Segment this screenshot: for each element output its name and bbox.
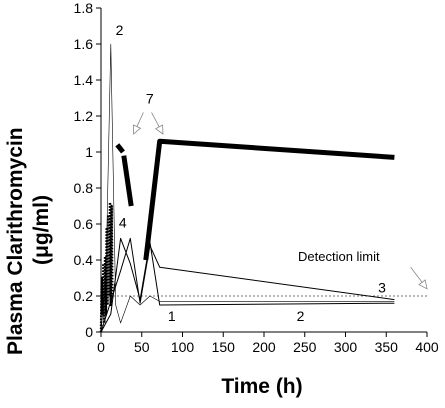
y-axis-label-line2: (μg/ml) <box>30 195 53 265</box>
series-4-line <box>99 201 114 333</box>
series-layer <box>99 43 427 333</box>
series-7-line <box>143 138 395 261</box>
pointer-arrow-detection-head <box>418 279 428 290</box>
annotation-label: 4 <box>119 215 127 231</box>
series-7-line <box>121 155 134 207</box>
x-tick-label: 0 <box>97 339 105 355</box>
y-tick-label: 0 <box>85 324 93 340</box>
series-3-line <box>100 237 395 333</box>
ticks: 0 50 100 150 200 250 300 350 400 0 0.2 0.4 0.6 0.8 1 1.… <box>74 0 439 355</box>
y-tick-label: 1 <box>85 144 93 160</box>
series-2-line <box>100 43 395 333</box>
x-tick-label: 100 <box>171 339 195 355</box>
annotations-layer: 2 7 4 1 2 3 <box>116 22 428 324</box>
y-tick-label: 0.6 <box>74 216 94 232</box>
y-tick-label: 0.2 <box>74 288 94 304</box>
x-tick-label: 400 <box>415 339 439 355</box>
x-tick-label: 350 <box>375 339 399 355</box>
x-tick-label: 300 <box>334 339 358 355</box>
y-axis-label-line1: Plasma Clarithromycin <box>4 127 27 355</box>
annotation-label: 2 <box>297 308 305 324</box>
x-tick-label: 200 <box>252 339 276 355</box>
y-tick-label: 1.4 <box>74 72 94 88</box>
annotation-label: 2 <box>116 22 124 38</box>
y-tick-label: 1.6 <box>74 36 94 52</box>
annotation-label: 1 <box>168 308 176 324</box>
pointer-arrow-7b-head <box>154 124 164 135</box>
annotation-label: 3 <box>378 279 386 295</box>
x-tick-label: 50 <box>134 339 150 355</box>
x-axis-label: Time (h) <box>221 375 302 398</box>
series-7-line <box>115 143 125 154</box>
pointer-arrow-7a-head <box>132 124 142 135</box>
detection-limit-label: Detection limit <box>298 249 380 264</box>
series-1-line <box>100 237 395 333</box>
x-tick-label: 150 <box>212 339 236 355</box>
y-tick-label: 0.8 <box>74 180 94 196</box>
y-tick-label: 1.8 <box>74 0 94 16</box>
annotation-label: 7 <box>146 90 154 106</box>
y-tick-label: 1.2 <box>74 108 94 124</box>
y-tick-label: 0.4 <box>74 252 94 268</box>
x-tick-label: 250 <box>293 339 317 355</box>
